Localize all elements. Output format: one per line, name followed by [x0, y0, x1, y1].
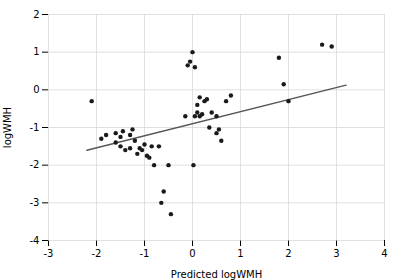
- svg-text:-1: -1: [30, 122, 40, 133]
- svg-text:-4: -4: [30, 235, 40, 246]
- svg-text:3: 3: [333, 248, 339, 259]
- svg-text:-2: -2: [30, 159, 40, 170]
- svg-text:1: 1: [33, 46, 39, 57]
- svg-text:-1: -1: [140, 248, 150, 259]
- svg-text:1: 1: [237, 248, 243, 259]
- svg-text:Predicted logWMH: Predicted logWMH: [171, 269, 262, 280]
- svg-text:0: 0: [189, 248, 195, 259]
- svg-text:-3: -3: [30, 197, 40, 208]
- svg-text:2: 2: [285, 248, 291, 259]
- svg-text:-2: -2: [92, 248, 102, 259]
- svg-text:4: 4: [381, 248, 387, 259]
- svg-text:-3: -3: [44, 248, 54, 259]
- svg-text:0: 0: [33, 84, 39, 95]
- svg-text:2: 2: [33, 9, 39, 20]
- svg-text:logWMH: logWMH: [2, 107, 13, 148]
